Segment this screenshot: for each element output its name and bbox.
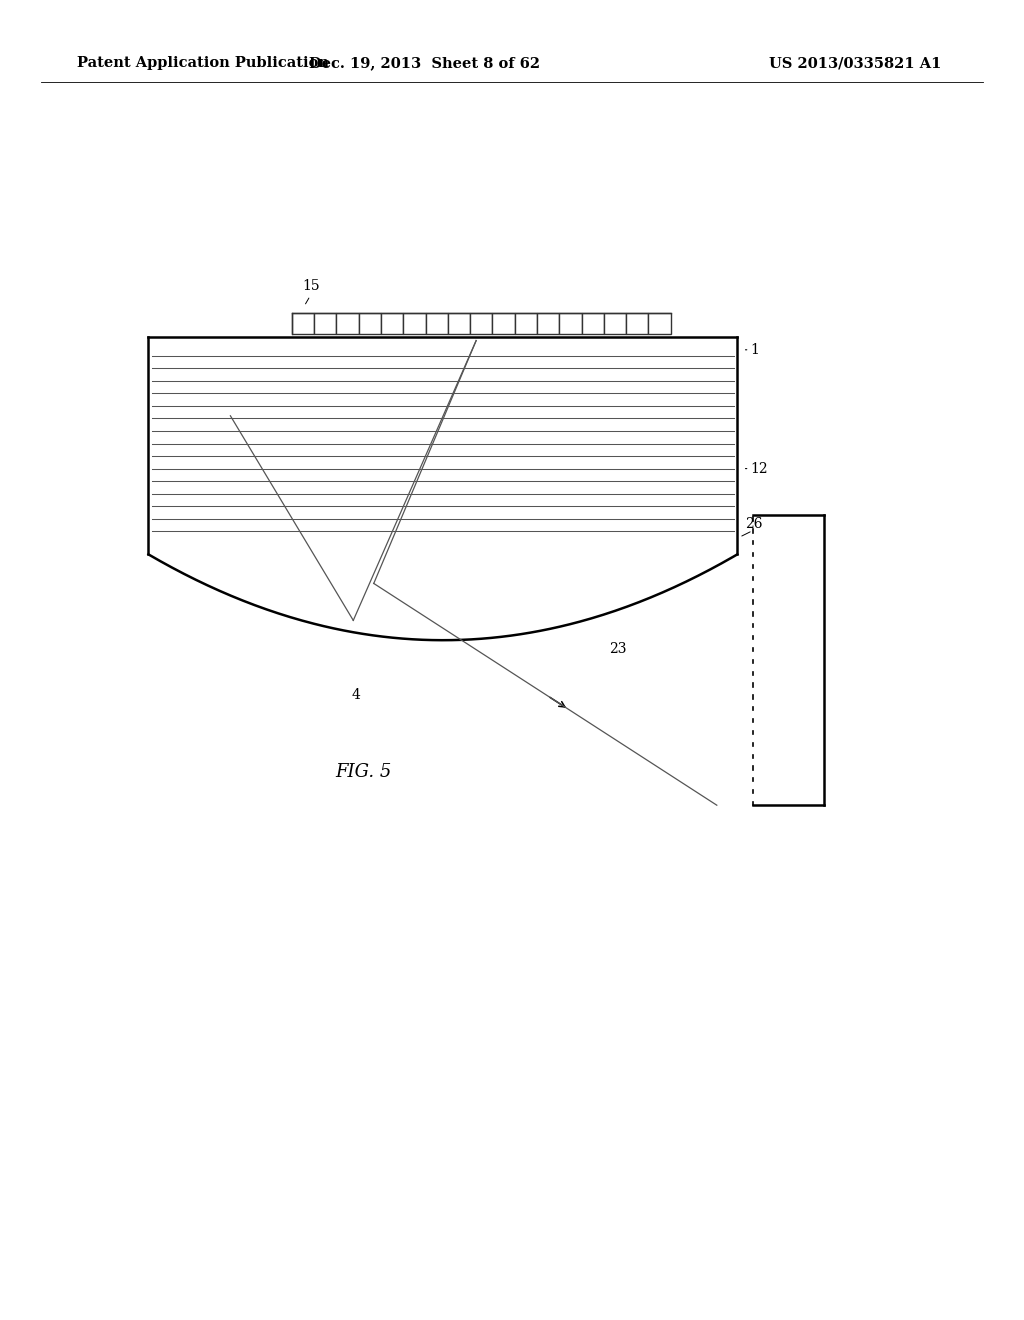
Text: 26: 26 bbox=[745, 516, 763, 531]
Text: 4: 4 bbox=[352, 688, 360, 702]
Bar bbox=[470, 313, 493, 334]
Bar bbox=[358, 313, 381, 334]
Bar bbox=[582, 313, 604, 334]
Bar bbox=[381, 313, 403, 334]
Bar bbox=[515, 313, 537, 334]
Bar bbox=[314, 313, 337, 334]
Text: 12: 12 bbox=[751, 462, 768, 475]
Text: FIG. 5: FIG. 5 bbox=[335, 763, 392, 781]
Bar bbox=[604, 313, 626, 334]
Text: 15: 15 bbox=[302, 279, 319, 293]
Text: 1: 1 bbox=[751, 343, 760, 356]
Bar bbox=[337, 313, 358, 334]
Bar bbox=[537, 313, 559, 334]
Text: 23: 23 bbox=[609, 643, 627, 656]
Bar bbox=[426, 313, 447, 334]
Bar bbox=[403, 313, 426, 334]
Text: Patent Application Publication: Patent Application Publication bbox=[77, 57, 329, 70]
Bar bbox=[648, 313, 671, 334]
Bar bbox=[292, 313, 314, 334]
Bar bbox=[493, 313, 515, 334]
Text: Dec. 19, 2013  Sheet 8 of 62: Dec. 19, 2013 Sheet 8 of 62 bbox=[309, 57, 541, 70]
Bar bbox=[559, 313, 582, 334]
Text: US 2013/0335821 A1: US 2013/0335821 A1 bbox=[769, 57, 941, 70]
Bar bbox=[447, 313, 470, 334]
Polygon shape bbox=[148, 337, 737, 640]
Bar bbox=[626, 313, 648, 334]
